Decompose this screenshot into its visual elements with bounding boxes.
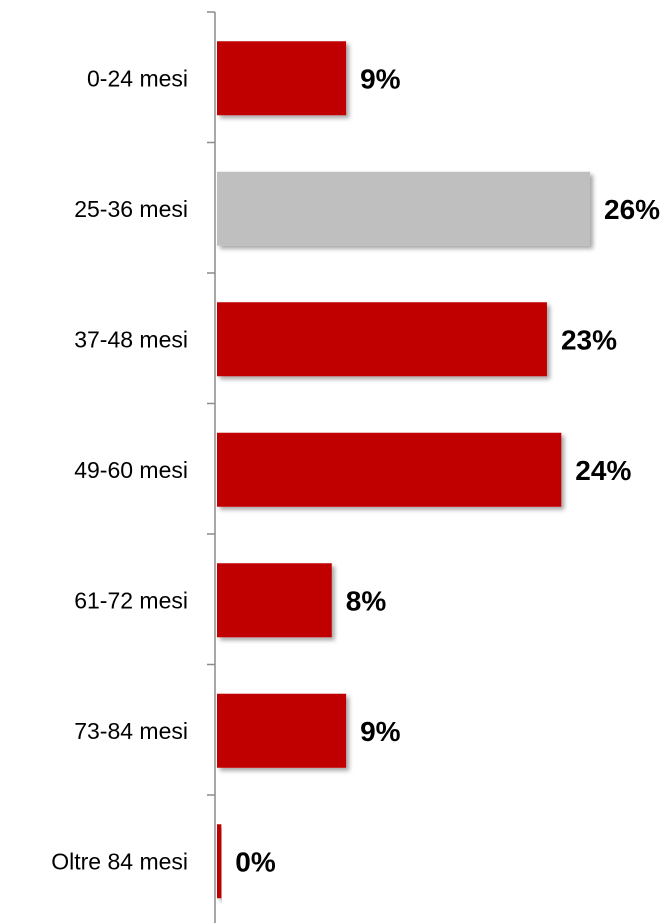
value-label: 0% [235,846,276,877]
category-labels: 0-24 mesi 25-36 mesi 37-48 mesi 49-60 mesi 6… [51,65,188,874]
value-label: 9% [360,716,401,747]
category-label: 61-72 mesi [74,587,188,613]
value-label: 26% [604,194,660,225]
axis-ticks [207,11,215,796]
value-label: 24% [575,455,631,486]
category-label: 49-60 mesi [74,457,188,483]
bar-25-36-mesi [217,171,590,246]
category-label: 37-48 mesi [74,326,188,352]
value-label: 23% [561,324,617,355]
category-label: 73-84 mesi [74,718,188,744]
bar-oltre-84-mesi [217,824,222,899]
bar-0-24-mesi [217,41,347,116]
category-label: 0-24 mesi [87,65,188,91]
bar-61-72-mesi [217,563,332,638]
value-label: 9% [360,63,401,94]
category-label: 25-36 mesi [74,196,188,222]
bar-37-48-mesi [217,302,547,377]
bars [217,41,590,899]
value-labels: 9% 26% 23% 24% 8% 9% 0% [235,63,660,877]
bar-73-84-mesi [217,693,347,768]
category-label: Oltre 84 mesi [51,848,188,874]
value-label: 8% [346,585,387,616]
bar-49-60-mesi [217,432,562,507]
